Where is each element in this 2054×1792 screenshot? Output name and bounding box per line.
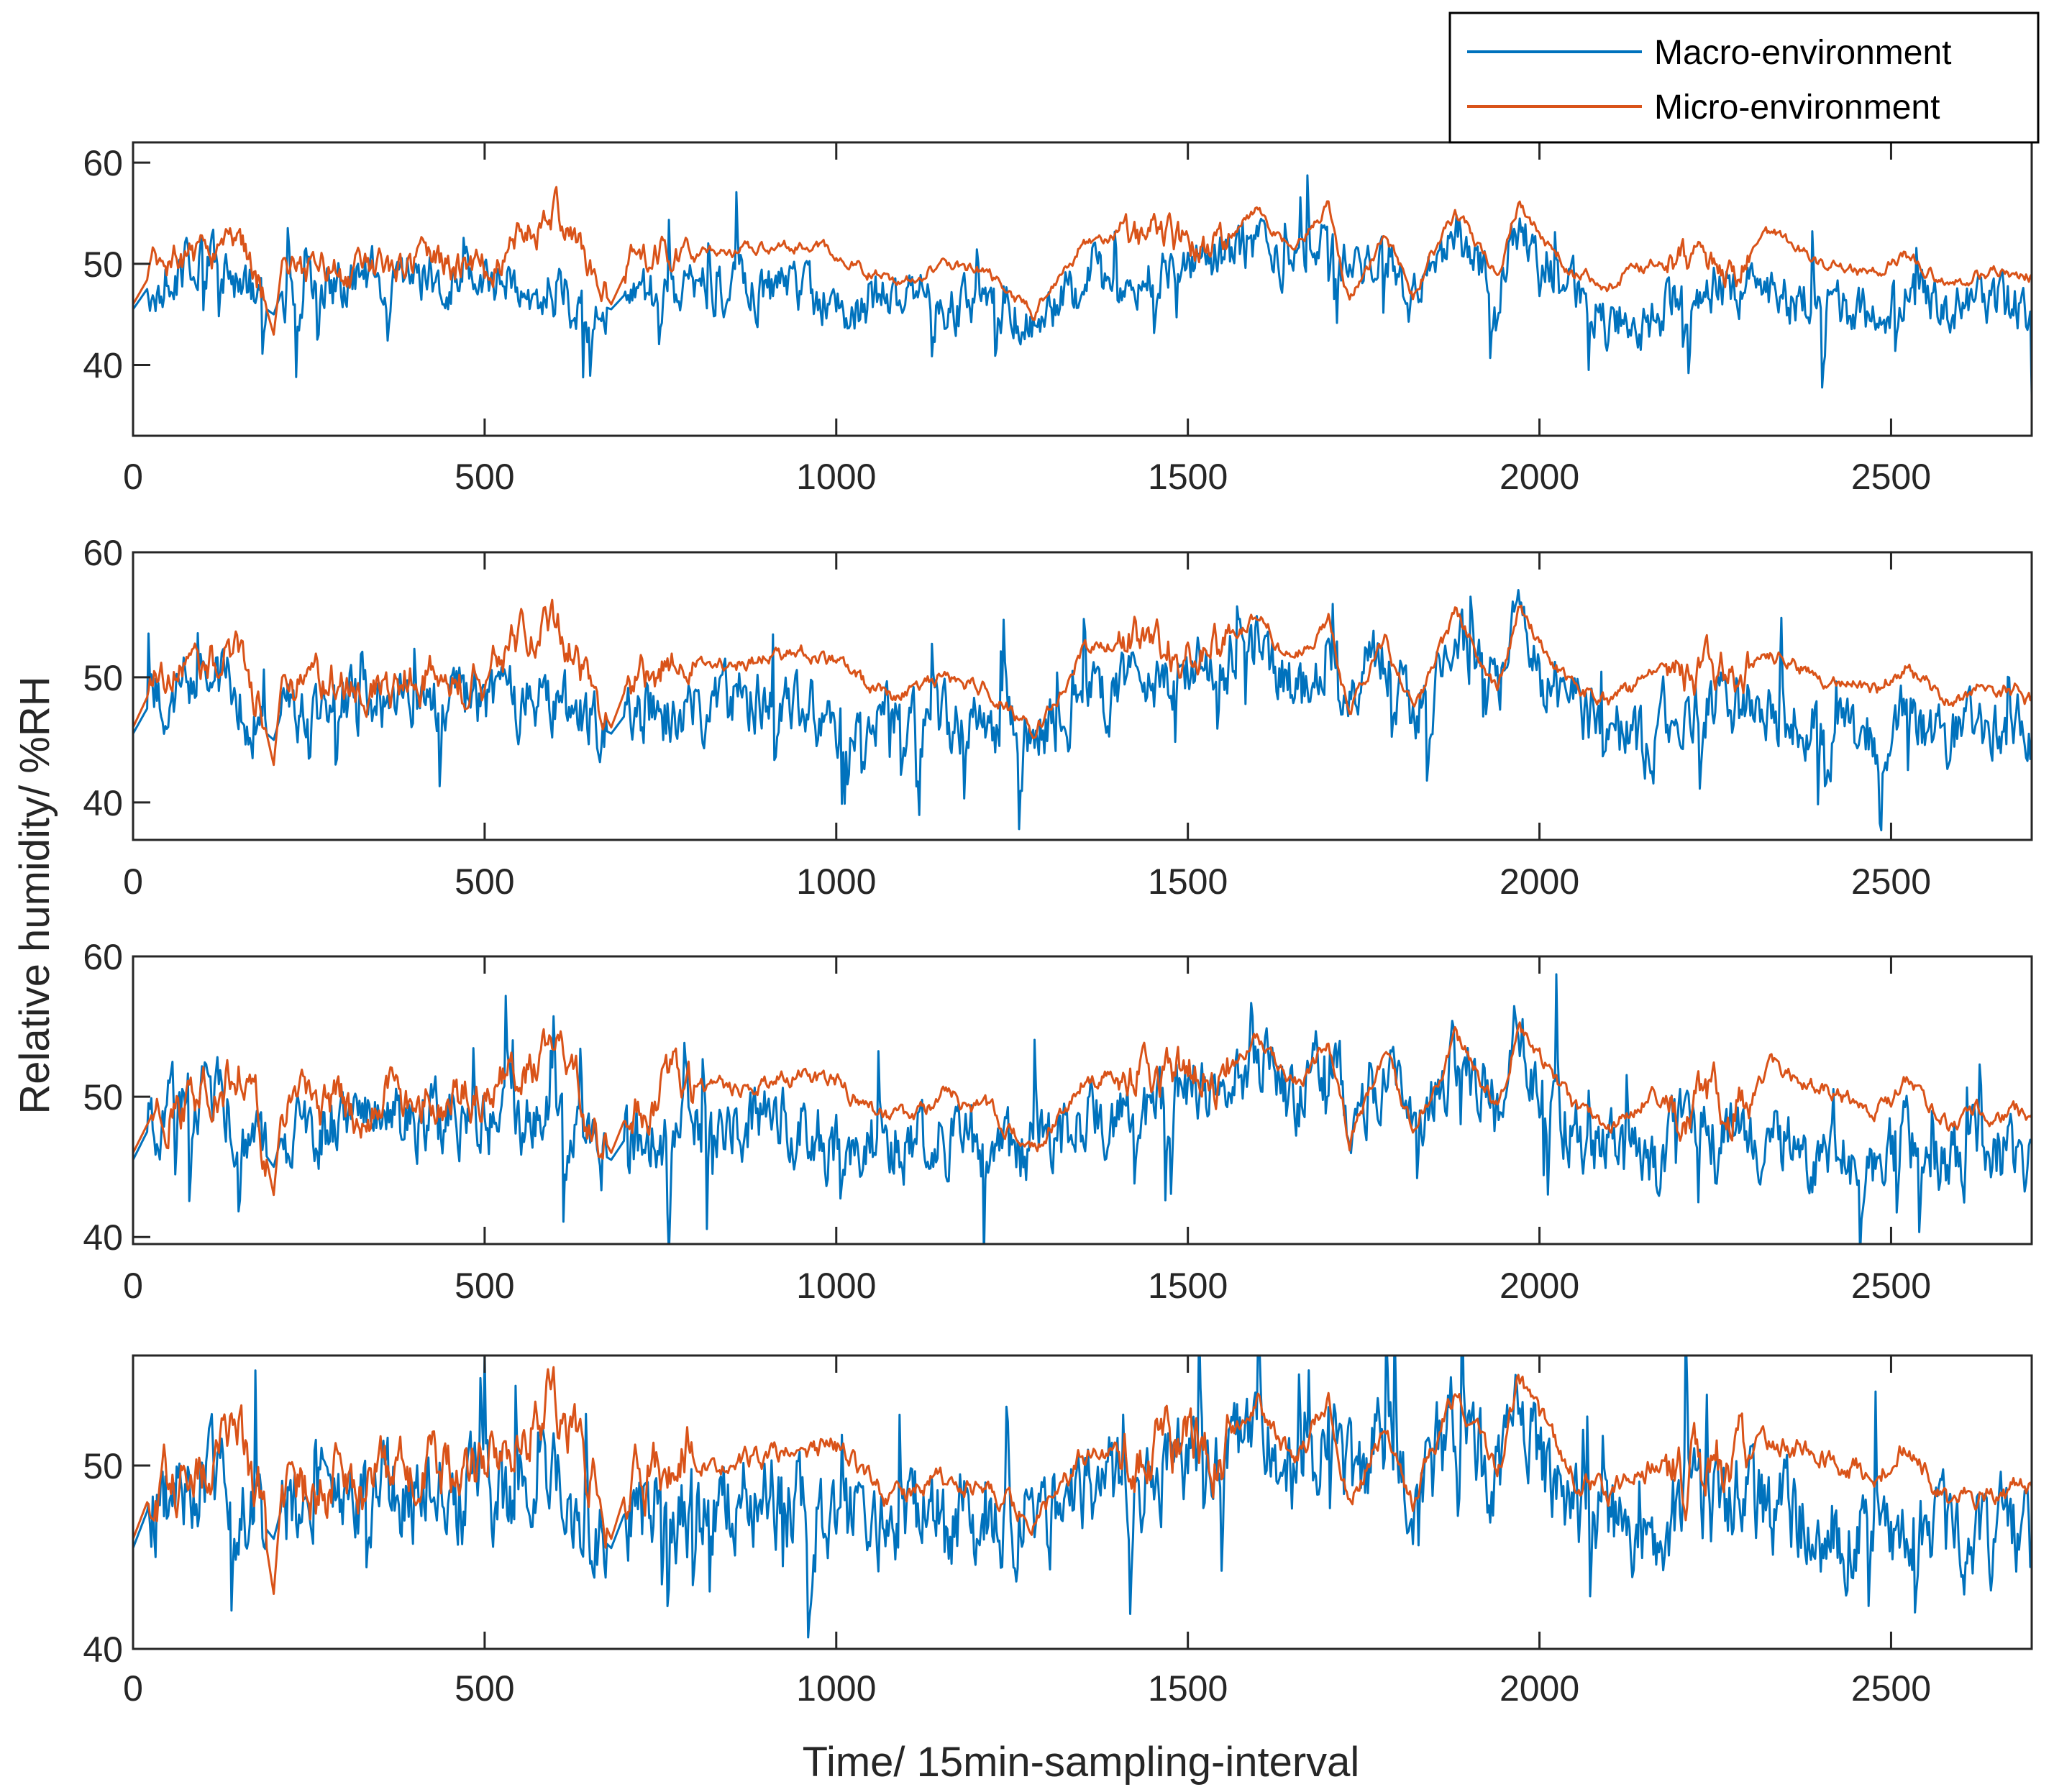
subplot-1-xtick-label: 0 bbox=[123, 457, 143, 497]
subplot-1-xtick-label: 500 bbox=[455, 457, 514, 497]
subplot-2-xtick-label: 500 bbox=[455, 861, 514, 902]
subplot-4-series bbox=[133, 1356, 2032, 1639]
subplot-4-ytick-label: 40 bbox=[83, 1629, 123, 1670]
subplot-4-yticks: 40 50 bbox=[83, 1446, 150, 1670]
subplot-1-xtick-label: 2000 bbox=[1500, 457, 1579, 497]
subplot-3-xtick-label: 2500 bbox=[1851, 1266, 1931, 1306]
subplot-3-xtick-label: 1000 bbox=[796, 1266, 876, 1306]
subplot-2-ytick-label: 50 bbox=[83, 658, 123, 698]
subplot-4-ytick-label: 50 bbox=[83, 1446, 123, 1486]
subplot-2-xtick-label: 2000 bbox=[1500, 861, 1579, 902]
subplot-3-ytick-label: 50 bbox=[83, 1077, 123, 1117]
legend: Macro-environment Micro-environment bbox=[1448, 12, 2040, 144]
subplot-2-xtick-label: 0 bbox=[123, 861, 143, 902]
subplot-4-xtick-label: 0 bbox=[123, 1668, 143, 1709]
subplot-3: 40 50 60 0 500 1000 1500 2000 2500 bbox=[83, 937, 2033, 1306]
subplot-2-micro-line bbox=[133, 598, 2032, 767]
subplot-2-macro-line bbox=[133, 589, 2032, 832]
subplot-3-ytick-label: 40 bbox=[83, 1217, 123, 1258]
subplot-3-axes-box bbox=[132, 955, 2033, 1245]
subplot-4-micro-line bbox=[133, 1366, 2032, 1595]
subplot-2: 40 50 60 0 500 1000 1500 2000 2500 bbox=[83, 533, 2033, 902]
subplot-1-xtick-label: 1000 bbox=[796, 457, 876, 497]
subplot-1-series bbox=[133, 174, 2032, 396]
subplot-3-yticks: 40 50 60 bbox=[83, 937, 150, 1258]
subplot-1-yticks: 40 50 60 bbox=[83, 143, 150, 386]
subplot-4-xtick-label: 2500 bbox=[1851, 1668, 1931, 1709]
subplot-4-xtick-label: 500 bbox=[455, 1668, 514, 1709]
subplot-2-xticks: 0 500 1000 1500 2000 2500 bbox=[123, 552, 1931, 902]
subplot-1-macro-line bbox=[133, 174, 2032, 396]
subplot-3-macro-line bbox=[133, 973, 2032, 1244]
subplot-3-xtick-label: 500 bbox=[455, 1266, 514, 1306]
subplot-4-axes-box bbox=[132, 1354, 2033, 1650]
subplot-2-yticks: 40 50 60 bbox=[83, 533, 150, 823]
legend-micro-label: Micro-environment bbox=[1654, 88, 1940, 127]
legend-box bbox=[1448, 12, 2040, 144]
subplot-2-ytick-label: 60 bbox=[83, 533, 123, 573]
subplot-2-axes-box bbox=[132, 551, 2033, 841]
x-axis-title: Time/ 15min-sampling-interval bbox=[803, 1739, 1360, 1786]
legend-macro-label: Macro-environment bbox=[1654, 34, 1951, 72]
subplot-1-micro-line bbox=[133, 186, 2032, 336]
subplot-1-xticks: 0 500 1000 1500 2000 2500 bbox=[123, 142, 1931, 497]
subplot-3-xtick-label: 0 bbox=[123, 1266, 143, 1306]
subplot-4-xtick-label: 2000 bbox=[1500, 1668, 1579, 1709]
y-axis-title: Relative humidity/ %RH bbox=[12, 676, 58, 1114]
subplot-2-ytick-label: 40 bbox=[83, 783, 123, 823]
subplot-2-xtick-label: 1500 bbox=[1148, 861, 1228, 902]
subplot-3-xticks: 0 500 1000 1500 2000 2500 bbox=[123, 956, 1931, 1306]
subplot-3-xtick-label: 2000 bbox=[1500, 1266, 1579, 1306]
subplot-1-axes-box bbox=[132, 141, 2033, 437]
subplot-3-xtick-label: 1500 bbox=[1148, 1266, 1228, 1306]
subplot-2-xtick-label: 2500 bbox=[1851, 861, 1931, 902]
subplot-2-xtick-label: 1000 bbox=[796, 861, 876, 902]
subplot-3-series bbox=[133, 973, 2032, 1244]
subplot-4-xtick-label: 1500 bbox=[1148, 1668, 1228, 1709]
subplot-1: 40 50 60 0 500 1000 1500 2000 2500 bbox=[83, 141, 2033, 497]
subplot-1-xtick-label: 1500 bbox=[1148, 457, 1228, 497]
subplot-1-xtick-label: 2500 bbox=[1851, 457, 1931, 497]
subplot-4-xtick-label: 1000 bbox=[796, 1668, 876, 1709]
subplot-4-macro-line bbox=[133, 1356, 2032, 1639]
subplot-3-micro-line bbox=[133, 1021, 2032, 1197]
subplot-1-ytick-label: 60 bbox=[83, 143, 123, 183]
subplot-4: 40 50 0 500 1000 1500 2000 2500 bbox=[83, 1354, 2033, 1709]
subplot-2-series bbox=[133, 589, 2032, 832]
subplot-1-ytick-label: 50 bbox=[83, 244, 123, 285]
subplot-1-ytick-label: 40 bbox=[83, 346, 123, 386]
subplot-3-ytick-label: 60 bbox=[83, 937, 123, 977]
subplot-4-xticks: 0 500 1000 1500 2000 2500 bbox=[123, 1356, 1931, 1709]
